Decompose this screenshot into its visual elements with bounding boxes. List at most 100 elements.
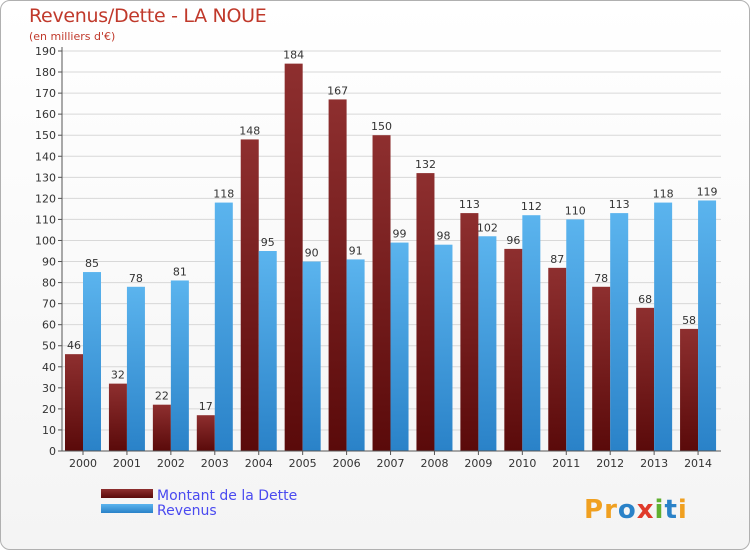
data-label-dette: 58 xyxy=(682,314,696,327)
bar-revenus xyxy=(698,200,717,451)
x-tick-label: 2002 xyxy=(157,457,185,470)
data-label-revenus: 98 xyxy=(436,230,450,243)
y-tick-label: 160 xyxy=(35,108,56,121)
y-tick-label: 170 xyxy=(35,87,56,100)
data-label-revenus: 118 xyxy=(653,188,674,201)
x-tick-label: 2008 xyxy=(420,457,448,470)
y-tick-label: 130 xyxy=(35,171,56,184)
bar-revenus xyxy=(346,259,365,451)
y-tick-label: 20 xyxy=(42,403,56,416)
bar-revenus xyxy=(610,213,629,451)
bar-revenus xyxy=(258,251,277,451)
bar-dette xyxy=(65,354,83,451)
x-tick-label: 2009 xyxy=(464,457,492,470)
x-tick-label: 2005 xyxy=(289,457,317,470)
bar-dette xyxy=(284,63,303,451)
x-tick-label: 2012 xyxy=(596,457,624,470)
data-label-dette: 46 xyxy=(67,339,81,352)
y-tick-label: 90 xyxy=(42,256,56,269)
x-tick-label: 2000 xyxy=(69,457,97,470)
logo-letter: i xyxy=(655,495,665,525)
y-tick-label: 120 xyxy=(35,192,56,205)
bar-revenus xyxy=(654,202,673,451)
data-label-dette: 113 xyxy=(459,198,480,211)
bar-revenus xyxy=(390,242,409,451)
x-tick-label: 2010 xyxy=(508,457,536,470)
data-label-revenus: 119 xyxy=(697,185,718,198)
data-label-revenus: 78 xyxy=(129,272,143,285)
chart-title: Revenus/Dette - LA NOUE xyxy=(29,5,267,27)
logo-letter: o xyxy=(618,495,637,525)
bar-dette xyxy=(636,307,655,451)
data-label-revenus: 90 xyxy=(305,247,319,260)
data-label-dette: 17 xyxy=(199,400,213,413)
legend-label-revenus: Revenus xyxy=(157,503,217,519)
proxiti-logo: Proxiti xyxy=(584,495,688,525)
logo-letter: i xyxy=(678,495,688,525)
data-label-dette: 87 xyxy=(550,253,564,266)
data-label-dette: 22 xyxy=(155,390,169,403)
y-tick-label: 70 xyxy=(42,298,56,311)
x-tick-label: 2001 xyxy=(113,457,141,470)
y-tick-label: 180 xyxy=(35,66,56,79)
bar-revenus xyxy=(478,236,497,451)
legend-label-dette: Montant de la Dette xyxy=(157,488,297,504)
logo-letter: x xyxy=(637,495,655,525)
bar-dette xyxy=(504,248,523,451)
y-tick-label: 150 xyxy=(35,129,56,142)
y-tick-label: 80 xyxy=(42,277,56,290)
data-label-dette: 32 xyxy=(111,369,125,382)
data-label-revenus: 112 xyxy=(521,200,542,213)
y-tick-label: 40 xyxy=(42,361,56,374)
bar-dette xyxy=(460,213,479,451)
data-label-dette: 132 xyxy=(415,158,436,171)
data-label-revenus: 102 xyxy=(477,221,498,234)
bar-dette xyxy=(592,286,611,451)
data-label-revenus: 95 xyxy=(261,236,275,249)
data-label-revenus: 81 xyxy=(173,265,187,278)
data-label-dette: 68 xyxy=(638,293,652,306)
x-tick-label: 2006 xyxy=(333,457,361,470)
data-label-revenus: 91 xyxy=(349,244,363,257)
chart-subtitle: (en milliers d'€) xyxy=(29,30,116,43)
bar-revenus xyxy=(302,261,321,451)
data-label-revenus: 99 xyxy=(393,228,407,241)
y-tick-label: 100 xyxy=(35,234,56,247)
data-label-dette: 148 xyxy=(239,124,260,137)
y-tick-label: 10 xyxy=(42,424,56,437)
data-label-dette: 96 xyxy=(506,234,520,247)
y-tick-label: 60 xyxy=(42,319,56,332)
bar-revenus xyxy=(214,202,233,451)
bar-dette xyxy=(416,173,435,451)
logo-text: Proxiti xyxy=(584,495,688,525)
data-label-revenus: 85 xyxy=(85,257,99,270)
bar-dette xyxy=(152,404,171,451)
data-label-dette: 150 xyxy=(371,120,392,133)
data-label-revenus: 110 xyxy=(565,204,586,217)
y-tick-label: 110 xyxy=(35,213,56,226)
x-tick-label: 2014 xyxy=(684,457,712,470)
bar-dette xyxy=(328,99,347,451)
logo-letter: t xyxy=(664,495,677,525)
bar-dette xyxy=(240,139,259,451)
y-tick-label: 50 xyxy=(42,340,56,353)
bar-dette xyxy=(196,415,215,451)
bar-dette xyxy=(108,383,127,451)
x-tick-label: 2011 xyxy=(552,457,580,470)
x-tick-label: 2007 xyxy=(377,457,405,470)
x-tick-label: 2004 xyxy=(245,457,273,470)
bar-revenus xyxy=(170,280,189,451)
bar-dette xyxy=(372,135,391,452)
bar-dette xyxy=(680,328,699,451)
data-label-dette: 184 xyxy=(283,49,304,62)
bar-revenus xyxy=(434,244,453,451)
y-tick-label: 30 xyxy=(42,382,56,395)
bar-dette xyxy=(548,267,567,451)
legend-swatch-dette xyxy=(101,489,153,498)
bar-revenus xyxy=(126,286,145,451)
x-axis: 2000 2001 2002 2003 2004 2005 2006 2007 2008 2009… xyxy=(62,450,721,470)
y-axis: 0 10 20 30 40 50 60 70 80 90 100 110 120 130 140 150 160… xyxy=(35,45,63,458)
legend-swatch-revenus xyxy=(101,504,153,513)
